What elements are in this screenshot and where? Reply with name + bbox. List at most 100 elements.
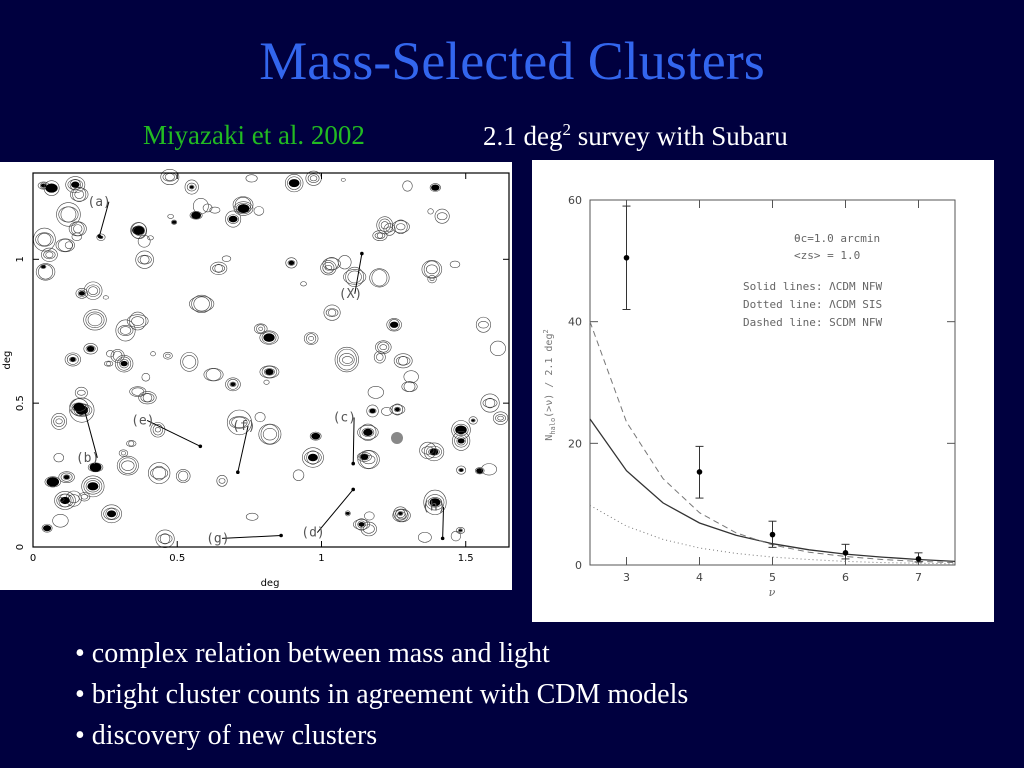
contour-ring <box>60 472 73 482</box>
contour-ring <box>135 250 154 269</box>
contour-ring <box>253 206 265 216</box>
contour-ring <box>106 350 115 358</box>
contour-ring <box>260 424 280 445</box>
contour-ring <box>150 351 156 357</box>
pointer-arrow <box>84 411 98 458</box>
legend-zs: <zs> = 1.0 <box>794 249 860 262</box>
contour-ring <box>458 528 463 533</box>
contour-ring <box>126 440 137 447</box>
pointer-head <box>83 409 87 414</box>
contour-ring <box>480 393 500 413</box>
contour-ring <box>372 230 388 241</box>
y-tick-label: 60 <box>568 194 582 207</box>
contour-ring <box>191 294 213 313</box>
contour-ring <box>343 269 367 285</box>
contour-ring <box>71 402 87 412</box>
citation: Miyazaki et al. 2002 <box>143 120 365 150</box>
chart-points <box>622 205 923 563</box>
contour-peak <box>358 522 365 527</box>
contour-peak <box>263 333 275 342</box>
contour-ring <box>43 250 56 260</box>
contour-ring <box>229 381 237 387</box>
contour-ring <box>303 331 319 345</box>
contour-ring <box>307 173 320 184</box>
contour-ring <box>449 260 461 269</box>
contour-ring <box>434 208 450 224</box>
contour-ring <box>205 368 222 381</box>
contour-ring <box>263 379 270 385</box>
y-tick-label: 20 <box>568 437 582 450</box>
contour-ring <box>253 323 268 335</box>
contour-ring <box>154 427 161 433</box>
contour-ring <box>344 510 351 517</box>
contour-ring <box>287 176 302 190</box>
contour-peak <box>431 184 440 191</box>
contour-ring <box>340 177 346 182</box>
contour-ring <box>139 255 150 265</box>
survey-prefix: 2.1 deg <box>483 121 563 151</box>
contour-peak <box>265 368 274 376</box>
contour-ring <box>221 255 232 262</box>
contour-peak <box>307 453 318 462</box>
contour-ring <box>57 238 73 252</box>
contour-peak <box>457 438 465 444</box>
contour-ring <box>180 352 199 372</box>
contour-ring <box>368 408 377 414</box>
contour-ring <box>60 206 77 223</box>
contour-ring <box>393 506 408 521</box>
contour-peak <box>89 462 102 472</box>
contour-ring <box>306 450 320 465</box>
contour-ring <box>212 264 226 273</box>
contour-ring <box>131 387 145 396</box>
contour-ring <box>396 356 411 366</box>
contour-peak <box>288 260 295 265</box>
contour-ring <box>401 381 418 392</box>
contour-ring <box>140 392 155 403</box>
contour-ring <box>128 440 135 447</box>
contour-ring <box>118 449 129 457</box>
contour-ring <box>258 423 282 445</box>
contour-ring <box>210 261 228 275</box>
pointer-head <box>440 536 445 541</box>
contour-ring <box>159 533 171 545</box>
contour-ring <box>152 465 166 481</box>
contour-ring <box>429 277 435 281</box>
contour-ring <box>69 179 81 191</box>
chart-ylabel-main: N <box>544 435 555 441</box>
contour-ring <box>322 257 341 270</box>
pointer-head <box>97 234 102 239</box>
contour-ring <box>133 225 145 236</box>
contour-ring <box>117 325 134 336</box>
contour-ring <box>429 183 441 192</box>
contour-ring <box>96 233 106 241</box>
contour-ring <box>402 180 413 192</box>
contour-peak <box>237 204 250 213</box>
contour-ring <box>102 295 109 300</box>
contour-ring <box>35 263 56 281</box>
mass-map-labels: (a) (X) (e) (f) (c) (b) (h) (d) (g) <box>76 195 446 547</box>
contour-ring <box>67 179 84 190</box>
contour-ring <box>427 275 437 284</box>
contour-peak <box>394 407 400 412</box>
contour-ring <box>489 340 506 357</box>
contour-ring <box>209 206 221 214</box>
contour-ring <box>497 415 504 421</box>
cluster-label: (d) <box>301 526 324 541</box>
contour-peak <box>106 510 117 518</box>
contour-ring <box>51 413 68 430</box>
data-point <box>842 550 849 556</box>
contour-ring <box>44 476 61 488</box>
chart-ylabel: Nhalo(>ν) / 2.1 deg2 <box>542 329 557 440</box>
contour-ring <box>428 448 440 456</box>
contour-peak <box>120 360 128 367</box>
contour-ring <box>357 450 380 470</box>
contour-ring <box>287 260 296 266</box>
contour-ring <box>403 370 419 384</box>
contour-ring <box>259 365 280 379</box>
contour-ring <box>474 467 485 475</box>
contour-ring <box>495 414 506 423</box>
x-tick-label: 3 <box>623 571 630 584</box>
contour-ring <box>202 203 213 213</box>
contour-ring <box>320 260 337 276</box>
contour-ring <box>285 257 298 269</box>
